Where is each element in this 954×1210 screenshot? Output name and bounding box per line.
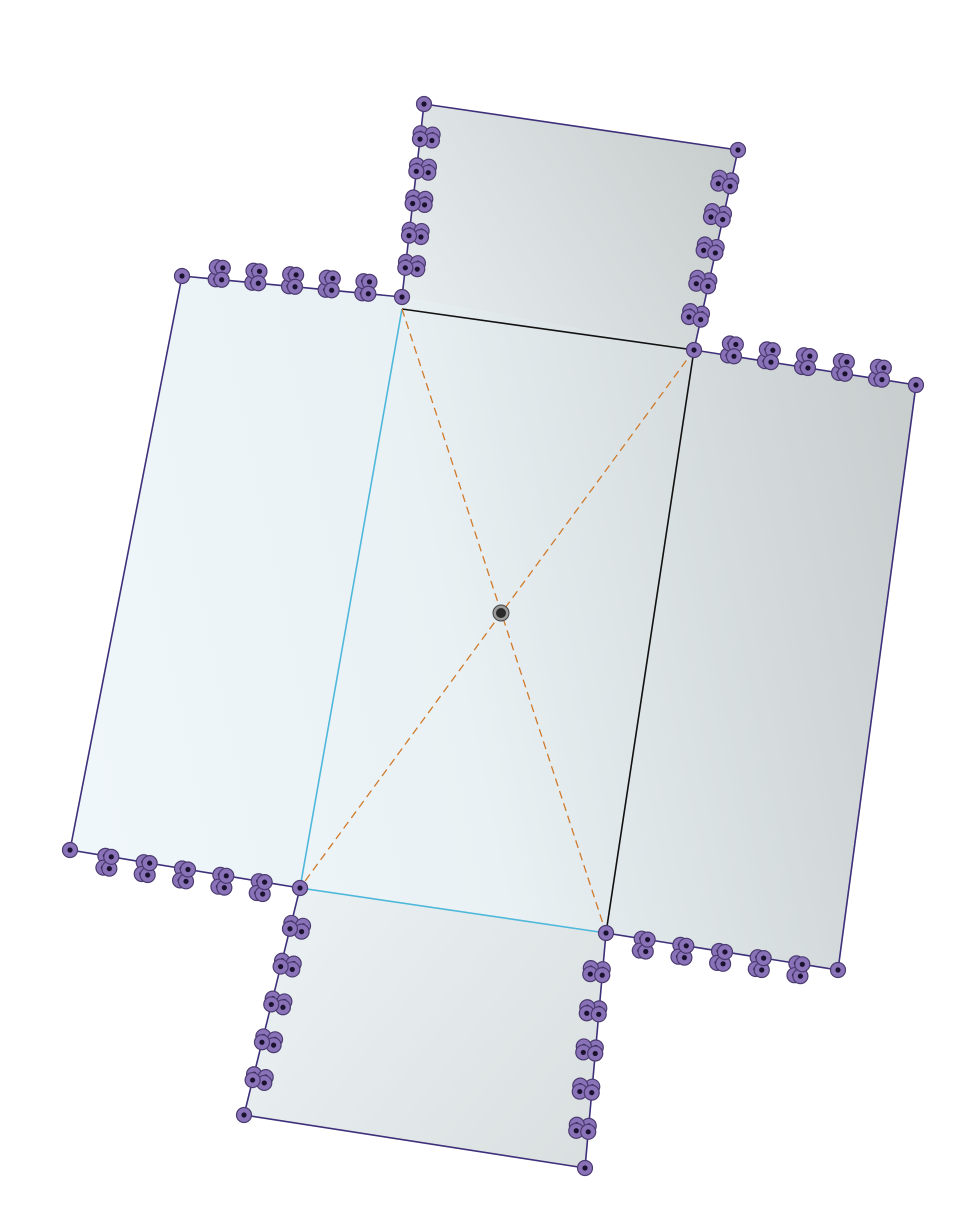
diagonal-line[interactable] [299,349,695,889]
constraint-point-icon[interactable] [836,365,854,382]
constraint-point-icon[interactable] [575,1044,592,1061]
face-left-flap[interactable] [70,276,402,888]
constraint-point-icon[interactable] [61,841,79,859]
constraint-point-icon[interactable] [639,931,656,948]
constraint-point-icon[interactable] [404,195,421,212]
constraint-point-icon[interactable] [582,965,599,983]
constraint-point-icon[interactable] [714,211,731,228]
constraint-point-icon[interactable] [213,271,230,288]
outer-edge[interactable] [423,103,739,151]
constraint-point-icon[interactable] [699,278,717,295]
constraint-point-icon[interactable] [253,1034,271,1051]
constraint-point-icon[interactable] [685,341,703,359]
fold-line-bottom[interactable] [299,887,607,934]
midpoint-icon[interactable] [492,604,510,622]
diagonal-line[interactable] [401,308,607,934]
constraint-point-icon[interactable] [360,285,377,302]
constraint-point-icon[interactable] [637,943,654,960]
constraint-point-icon[interactable] [580,1123,597,1140]
constraint-point-icon[interactable] [323,282,340,299]
constraint-point-icon[interactable] [762,354,780,371]
constraint-point-icon[interactable] [400,227,418,244]
outer-edge[interactable] [837,384,917,971]
constraint-point-icon[interactable] [411,131,429,148]
constraint-point-icon[interactable] [324,270,341,287]
constraint-point-icon[interactable] [838,353,855,371]
fold-line-right[interactable] [605,349,695,934]
constraint-point-icon[interactable] [218,867,235,884]
constraint-point-icon[interactable] [678,937,695,954]
constraint-point-icon[interactable] [423,132,441,149]
constraint-point-icon[interactable] [583,1084,600,1101]
constraint-point-icon[interactable] [829,961,847,979]
constraint-point-icon[interactable] [716,943,734,961]
constraint-point-icon[interactable] [420,164,437,181]
constraint-point-icon[interactable] [597,924,615,942]
constraint-point-icon[interactable] [799,359,817,377]
constraint-point-icon[interactable] [179,861,197,878]
constraint-point-icon[interactable] [263,996,280,1013]
constraint-point-icon[interactable] [416,196,433,213]
constraint-point-icon[interactable] [875,359,892,376]
constraint-point-icon[interactable] [587,1045,604,1062]
constraint-point-icon[interactable] [692,311,709,328]
constraint-point-icon[interactable] [594,967,611,984]
constraint-point-icon[interactable] [721,178,739,195]
constraint-point-icon[interactable] [272,958,289,975]
outer-edge[interactable] [69,275,183,851]
constraint-point-icon[interactable] [576,1159,594,1177]
constraint-point-icon[interactable] [727,336,744,353]
constraint-point-icon[interactable] [254,885,271,903]
constraint-point-icon[interactable] [393,288,411,306]
constraint-point-icon[interactable] [173,267,191,285]
constraint-point-icon[interactable] [244,1071,261,1089]
constraint-point-icon[interactable] [578,1005,595,1022]
face-top-flap[interactable] [402,104,738,350]
constraint-point-icon[interactable] [755,950,772,967]
constraint-point-icon[interactable] [281,920,299,937]
vertex-points[interactable] [61,95,925,1177]
constraint-point-icon[interactable] [214,259,231,276]
face-right-flap[interactable] [606,350,916,970]
constraint-point-icon[interactable] [412,228,430,246]
constraint-point-icon[interactable] [250,275,267,292]
fold-line-top[interactable] [401,308,695,351]
constraint-point-icon[interactable] [103,848,120,865]
constraint-point-icon[interactable] [286,278,304,295]
constraint-point-icon[interactable] [216,879,233,896]
constraint-point-icon[interactable] [256,874,273,891]
constraint-point-icon[interactable] [590,1006,607,1023]
constraint-point-icon[interactable] [235,1106,253,1124]
constraint-point-icon[interactable] [101,860,118,877]
constraint-point-icon[interactable] [408,163,425,180]
constraint-point-icon[interactable] [873,371,891,388]
constraint-point-icon[interactable] [291,879,309,897]
constraint-point-icon[interactable] [397,259,414,276]
constraint-point-icon[interactable] [139,866,156,884]
constraint-point-icon[interactable] [415,95,433,113]
constraint-point-icon[interactable] [707,244,724,262]
constraint-point-icon[interactable] [409,261,426,278]
outer-edge[interactable] [243,1114,586,1169]
constraint-point-icon[interactable] [729,141,747,159]
constraint-point-icon[interactable] [141,855,158,872]
fold-line-left[interactable] [299,308,403,889]
constraint-point-icon[interactable] [794,956,811,973]
constraint-point-icon[interactable] [568,1122,585,1139]
face-bottom-flap[interactable] [244,888,606,1168]
constraint-point-icon[interactable] [907,376,925,394]
constraint-point-icon[interactable] [725,348,743,365]
